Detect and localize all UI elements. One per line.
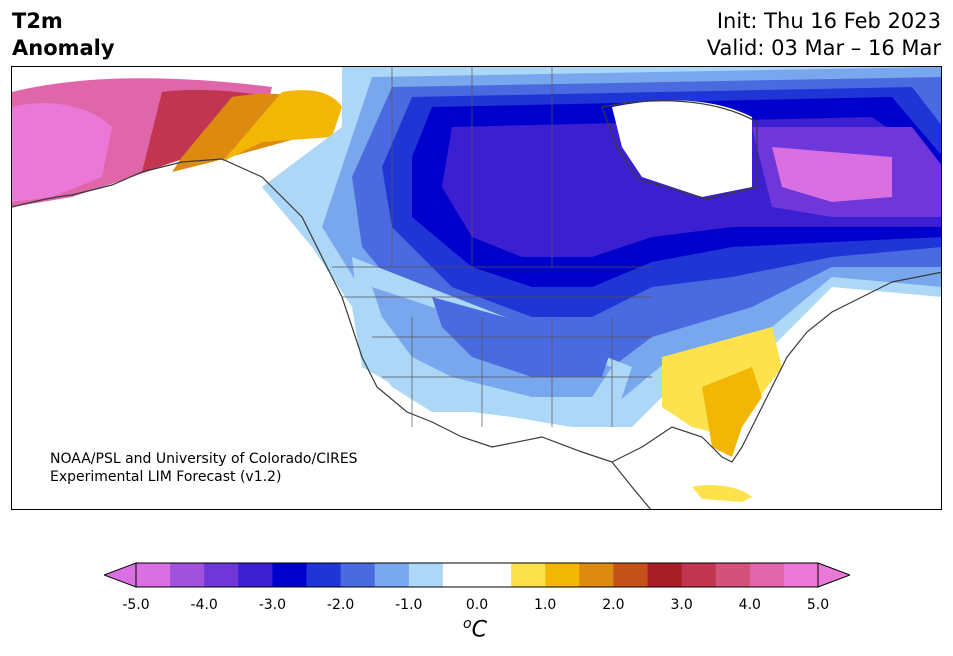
colorbar-cell — [272, 563, 307, 587]
colorbar-tick-label: 2.0 — [602, 597, 625, 613]
colorbar-cell — [136, 563, 171, 587]
colorbar-tick-label: 1.0 — [534, 597, 557, 613]
unit-letter: C — [471, 617, 487, 643]
cuba-warm — [692, 485, 752, 502]
colorbar-cells — [136, 563, 819, 587]
map-panel: NOAA/PSL and University of Colorado/CIRE… — [11, 66, 942, 510]
forecast-credit: NOAA/PSL and University of Colorado/CIRE… — [50, 450, 358, 486]
title-line-1: T2m — [12, 9, 63, 33]
coastlines — [12, 100, 941, 509]
colorbar-tick-label: -1.0 — [395, 597, 423, 613]
colorbar-tick-label: -3.0 — [258, 597, 287, 613]
colorbar-tick-label: 4.0 — [738, 597, 761, 613]
hudson-bay — [612, 100, 752, 197]
colorbar-cell — [306, 563, 342, 587]
colorbar-left-extension — [104, 562, 137, 588]
colorbar-tick-label: -5.0 — [122, 597, 150, 613]
colorbar-cell — [340, 563, 376, 587]
unit-degree: o — [463, 616, 472, 632]
colorbar-tick-label: -4.0 — [190, 597, 218, 613]
title-line-2: Anomaly — [12, 36, 115, 60]
colorbar-cell — [170, 563, 205, 587]
colorbar-cell — [408, 563, 444, 587]
colorbar-outline — [135, 562, 819, 588]
init-date: Init: Thu 16 Feb 2023 — [716, 9, 941, 33]
colorbar-tick-label: -2.0 — [326, 597, 355, 613]
colorbar-cell — [545, 563, 580, 587]
colorbar-cell — [374, 563, 410, 587]
colorbar-unit: oC — [463, 616, 487, 642]
colorbar-cell — [783, 563, 819, 587]
map-title: T2m Anomaly — [12, 8, 115, 62]
political-borders — [332, 67, 652, 427]
valid-range: Valid: 03 Mar – 16 Mar — [706, 36, 941, 60]
colorbar-cell — [442, 563, 478, 587]
colorbar-cell — [647, 563, 683, 587]
florida-warm — [702, 367, 762, 457]
colorbar-cell — [511, 563, 546, 587]
colorbar-right-extension — [817, 562, 850, 588]
colorbar-cell — [579, 563, 614, 587]
colorbar-cell — [749, 563, 785, 587]
colorbar-tick-label: 0.0 — [465, 597, 489, 613]
labrador-magenta — [772, 147, 892, 202]
colorbar-cell — [613, 563, 648, 587]
anomaly-map — [12, 67, 941, 509]
colorbar-tick-label: 3.0 — [670, 597, 693, 613]
colorbar-cell — [477, 563, 512, 587]
alaska-core — [12, 103, 112, 202]
colorbar-cell — [238, 563, 273, 587]
yukon-yellow — [222, 90, 342, 162]
colorbar-tick-label: 5.0 — [806, 597, 830, 613]
colorbar-cell — [715, 563, 751, 587]
colorbar-cell — [681, 563, 717, 587]
colorbar — [104, 562, 850, 588]
forecast-dates: Init: Thu 16 Feb 2023 Valid: 03 Mar – 16… — [707, 8, 941, 62]
colorbar-tick-labels: -5.0 -4.0 -3.0 -2.0 -1.0 0.0 1.0 2.0 3.0 4.0 5.0 — [0, 597, 953, 617]
colorbar-cell — [204, 563, 239, 587]
credit-line-1: NOAA/PSL and University of Colorado/CIRE… — [50, 451, 358, 467]
credit-line-2: Experimental LIM Forecast (v1.2) — [50, 469, 282, 485]
